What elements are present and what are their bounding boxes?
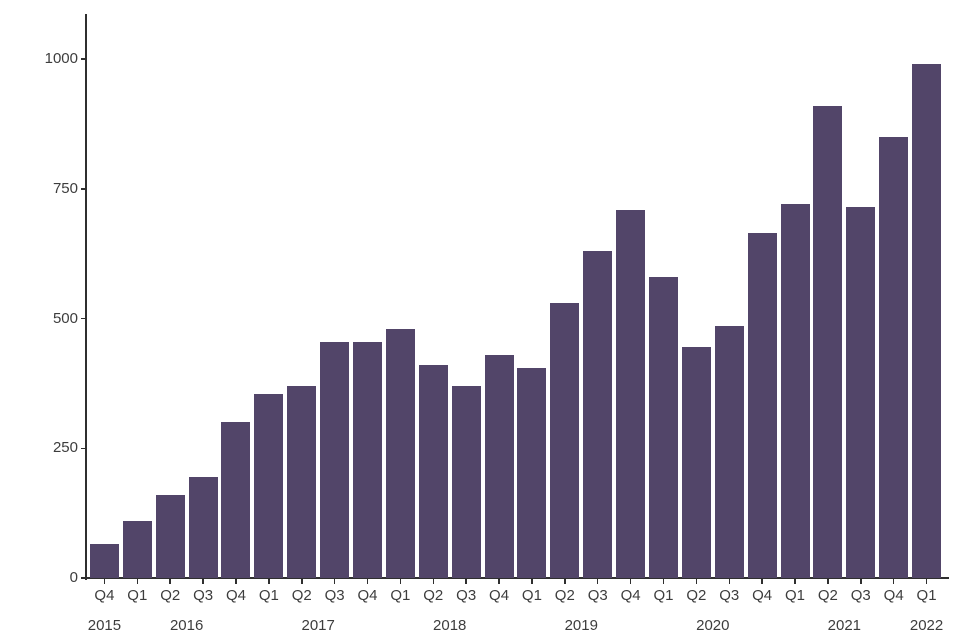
x-axis-quarter-label: Q4 [752,587,773,604]
bar-q3-2020 [714,326,744,578]
bar-q4-2016 [221,422,251,578]
x-axis-quarter-label: Q4 [883,587,904,604]
y-axis-tick [80,58,86,60]
bar-q3-2016 [188,476,218,578]
y-axis-tick [80,317,86,320]
x-axis-tick [202,578,204,584]
x-axis-quarter-label: Q2 [160,587,181,604]
x-axis-quarter-label: Q3 [587,587,608,604]
x-axis-tick [695,578,698,584]
x-axis-quarter-label: Q3 [193,587,214,604]
y-axis-tick [80,577,86,579]
bar-q1-2021 [780,204,810,578]
x-axis-tick [366,578,369,584]
x-axis-tick [728,578,730,584]
x-axis-quarter-label: Q1 [258,587,279,604]
bar-q4-2015 [89,544,119,578]
x-axis-quarter-label: Q2 [817,587,838,604]
bar-q1-2016 [122,520,152,578]
x-axis-tick [432,578,435,584]
bar-q3-2017 [320,341,350,578]
x-axis-quarter-label: Q2 [554,587,575,604]
x-axis-tick [235,578,237,584]
bar-q2-2018 [418,365,448,578]
bar-q4-2019 [616,209,646,578]
bar-q3-2019 [583,251,613,578]
bar-q1-2019 [517,367,547,578]
bar-q2-2021 [813,105,843,578]
bar-q1-2018 [385,328,415,578]
x-axis-quarter-label: Q3 [850,587,871,604]
x-axis-year-label: 2016 [169,617,204,634]
x-axis-tick [892,578,895,584]
y-axis-tick-label: 250 [52,439,78,457]
y-axis-tick-label: 500 [52,309,78,327]
bar-q4-2020 [747,232,777,578]
x-axis-quarter-label: Q1 [127,587,148,604]
x-axis-line [85,577,949,579]
x-axis-quarter-label: Q3 [324,587,345,604]
x-axis-tick [629,578,632,584]
x-axis-tick [399,578,402,584]
bar-q1-2022 [912,64,942,578]
x-axis-tick [662,578,665,584]
x-axis-quarter-label: Q1 [916,587,937,604]
bar-q2-2017 [287,385,317,578]
x-axis-year-label: 2021 [827,617,862,634]
x-axis-tick [333,578,336,584]
x-axis-tick [827,578,829,584]
x-axis-tick [268,578,270,584]
y-axis-tick [80,447,86,449]
x-axis-tick [301,578,303,584]
bar-q1-2017 [254,393,284,578]
x-axis-year-label: 2017 [301,617,335,634]
x-axis-tick [465,578,467,584]
y-axis-tick [80,188,86,190]
x-axis-quarter-label: Q3 [719,587,740,604]
x-axis-tick [794,578,796,584]
x-axis-year-label: 2020 [696,617,730,634]
x-axis-quarter-label: Q4 [489,587,510,604]
x-axis-year-label: 2022 [909,617,944,634]
x-axis-tick [596,578,599,584]
bar-q4-2021 [879,136,909,578]
x-axis-tick [531,578,533,584]
x-axis-quarter-label: Q3 [456,587,477,604]
x-axis-year-label: 2015 [87,617,122,634]
x-axis-tick [169,578,171,584]
x-axis-tick [925,578,928,584]
x-axis-tick [103,578,106,584]
x-axis-quarter-label: Q2 [291,587,312,604]
y-axis-tick-label: 0 [69,569,78,586]
bar-q2-2020 [681,347,711,578]
y-axis-tick-label: 1000 [44,50,78,67]
x-axis-quarter-label: Q1 [521,587,542,604]
x-axis-tick [564,578,566,584]
bar-q2-2016 [155,494,185,578]
x-axis-quarter-label: Q4 [225,587,246,604]
bar-q2-2019 [550,302,580,578]
x-axis-quarter-label: Q4 [357,587,378,604]
x-axis-tick [860,578,862,584]
y-axis-tick-label: 750 [52,179,78,197]
bar-q3-2021 [846,206,876,578]
x-axis-quarter-label: Q1 [785,587,806,604]
bar-q1-2020 [648,276,678,578]
x-axis-year-label: 2018 [433,617,467,634]
x-axis-tick [136,578,139,584]
x-axis-quarter-label: Q4 [94,587,115,604]
x-axis-tick [761,578,763,584]
x-axis-quarter-label: Q1 [653,587,674,604]
x-axis-tick [498,578,500,584]
bar-q4-2017 [353,341,383,578]
bar-q3-2018 [451,385,481,578]
x-axis-quarter-label: Q1 [390,587,411,604]
bar-q4-2018 [484,354,514,578]
x-axis-year-label: 2019 [564,617,598,634]
x-axis-quarter-label: Q2 [686,587,707,604]
y-axis-line [85,14,87,580]
x-axis-quarter-label: Q2 [423,587,444,604]
x-axis-quarter-label: Q4 [620,587,641,604]
